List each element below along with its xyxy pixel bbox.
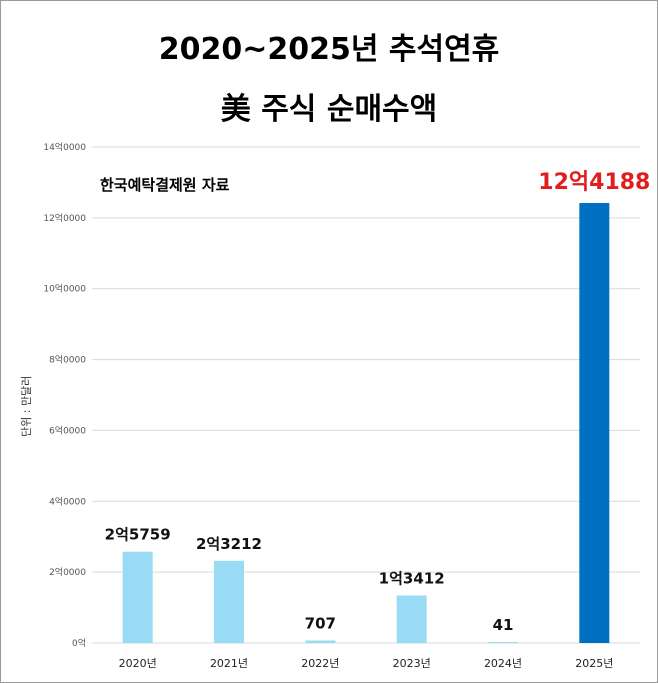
bar-2: [305, 640, 336, 643]
source-note: 한국예탁결제원 자료: [100, 176, 230, 194]
data-label-4: 41: [493, 616, 514, 634]
y-tick-label-2: 4억0000: [49, 495, 86, 507]
x-tick-label-4: 2024년: [484, 657, 522, 670]
data-label-5: 12억4188: [538, 170, 650, 195]
y-tick-label-6: 12억0000: [43, 212, 86, 224]
data-label-1: 2억3212: [196, 535, 262, 553]
bar-3: [396, 595, 427, 643]
data-label-2: 707: [305, 614, 336, 632]
y-tick-label-7: 14억0000: [43, 141, 86, 153]
chart-subtitle: 美 주식 순매수액: [220, 92, 438, 127]
x-tick-label-0: 2020년: [119, 657, 157, 670]
bar-1: [214, 560, 244, 643]
y-tick-label-3: 6억0000: [49, 424, 86, 436]
y-tick-label-5: 10억0000: [43, 283, 86, 295]
y-tick-label-1: 2억0000: [49, 566, 86, 578]
x-tick-label-2: 2022년: [301, 657, 339, 670]
x-tick-label-1: 2021년: [210, 657, 248, 670]
x-tick-label-5: 2025년: [575, 657, 613, 670]
chart-title: 2020~2025년 추석연휴: [158, 32, 500, 67]
data-label-3: 1억3412: [379, 569, 445, 587]
data-label-0: 2억5759: [105, 526, 171, 544]
x-tick-label-3: 2023년: [393, 657, 431, 670]
y-tick-label-4: 8억0000: [49, 354, 86, 366]
bar-5: [579, 203, 610, 643]
bar-0: [122, 551, 153, 643]
bar-4: [488, 642, 518, 643]
y-tick-label-0: 0억: [72, 637, 86, 649]
